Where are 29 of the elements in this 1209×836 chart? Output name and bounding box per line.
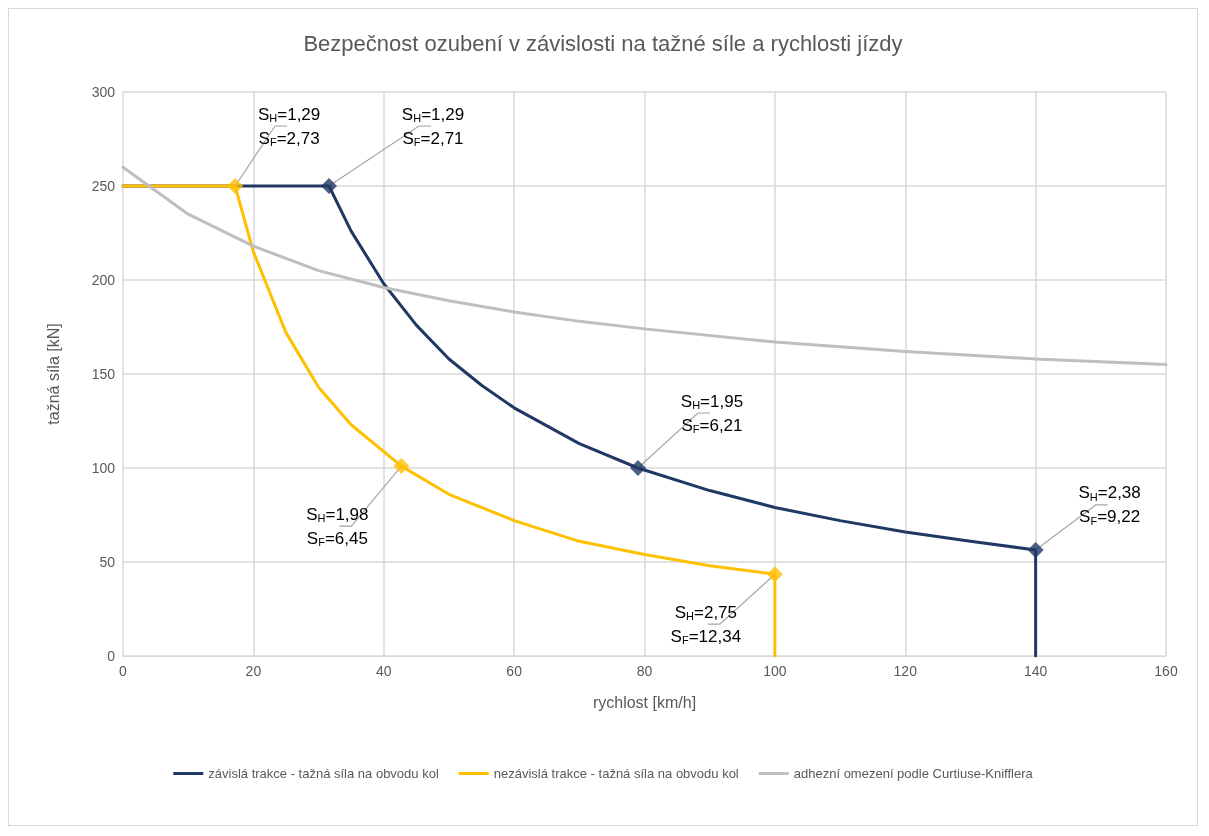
point bbox=[320, 178, 337, 194]
point bbox=[629, 460, 646, 476]
x-tick-label: 0 bbox=[119, 663, 128, 679]
x-tick-label: 20 bbox=[245, 663, 262, 679]
x-tick-label: 160 bbox=[1154, 663, 1178, 679]
x-axis-title: rychlost [km/h] bbox=[592, 693, 697, 711]
y-tick-label: 50 bbox=[99, 554, 116, 570]
y-tick-label: 300 bbox=[91, 84, 116, 100]
x-tick-label: 120 bbox=[893, 663, 918, 679]
legend-label: adhezní omezení podle Curtiuse-Knifflera bbox=[793, 766, 1034, 781]
legend-label: závislá trakce - tažná síla na obvodu kol bbox=[208, 766, 439, 781]
point bbox=[227, 178, 244, 194]
point bbox=[393, 458, 410, 475]
y-tick-label: 150 bbox=[91, 366, 116, 382]
point bbox=[1027, 541, 1044, 558]
legend-label: nezávislá trakce - tažná síla na obvodu kol bbox=[493, 766, 739, 781]
x-tick-label: 140 bbox=[1023, 663, 1048, 679]
point bbox=[766, 566, 783, 583]
y-tick-label: 100 bbox=[91, 460, 116, 476]
y-tick-label: 0 bbox=[107, 648, 116, 664]
line-series bbox=[121, 165, 1168, 367]
x-tick-label: 60 bbox=[506, 663, 523, 679]
x-tick-label: 80 bbox=[636, 663, 653, 679]
y-axis-title: tažná síla [kN] bbox=[44, 323, 62, 425]
x-tick-label: 40 bbox=[375, 663, 392, 679]
y-tick-label: 200 bbox=[91, 272, 116, 288]
y-tick-label: 250 bbox=[91, 178, 116, 194]
chart-title: Bezpečnost ozubení v závislosti na tažné síle a rychlosti jízdy bbox=[303, 30, 903, 56]
x-tick-label: 100 bbox=[763, 663, 787, 679]
